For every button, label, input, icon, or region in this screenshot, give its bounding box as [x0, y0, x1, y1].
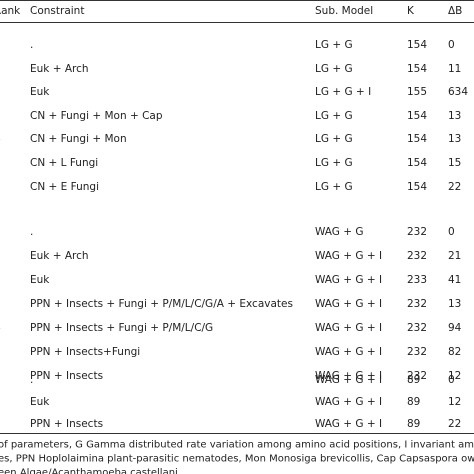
- rank-cell: 8: [0, 180, 1, 194]
- table-cell: PPN + Insects + Fungi + P/M/L/C/G: [30, 322, 214, 334]
- table-cell: 233: [407, 274, 428, 286]
- table-cell: 155: [407, 86, 428, 99]
- table-cell: 12: [448, 370, 462, 382]
- table-cell: 0: [448, 39, 455, 51]
- table-cell: CN + L Fungi: [30, 157, 99, 169]
- table-cell: Euk: [30, 86, 50, 99]
- table-cell: 13: [448, 109, 462, 122]
- table-cell: Euk + Arch: [30, 62, 89, 75]
- table-cell: 232: [407, 346, 428, 358]
- rank-cell: 3: [0, 395, 1, 409]
- rank-cell: 1: [0, 38, 1, 52]
- table-cell: PPN + Insects: [30, 370, 104, 382]
- table-cell: 12: [448, 396, 462, 408]
- table-cell: Euk: [30, 274, 50, 286]
- table-cell: WAG + G + I: [315, 298, 383, 310]
- header-cell: ΔB: [448, 5, 463, 17]
- rank-cell: 2: [0, 345, 1, 359]
- rank-cell: 1: [0, 373, 1, 387]
- table-cell: 41: [448, 274, 462, 286]
- rank-cell: 5: [0, 85, 1, 99]
- table-cell: 22: [448, 180, 462, 193]
- table-cell: 154: [407, 109, 428, 122]
- header-cell: Constraint: [30, 5, 85, 17]
- header-cell: K: [407, 5, 414, 17]
- table-cell: 89: [407, 396, 421, 408]
- table-cell: 154: [407, 39, 428, 51]
- table-cell: 13: [448, 298, 462, 310]
- rank-cell: 3: [0, 297, 1, 311]
- table-cell: WAG + G + I: [315, 274, 383, 286]
- table-cell: 0: [448, 226, 455, 238]
- table-cell: 232: [407, 250, 428, 262]
- table-cell: 22: [448, 418, 462, 430]
- table-cell: WAG + G + I: [315, 396, 383, 408]
- table-cell: WAG + G + I: [315, 250, 383, 262]
- table-cell: 94: [448, 322, 462, 334]
- table-cell: PPN + Insects: [30, 418, 104, 430]
- table-cell: LG + G: [315, 39, 353, 51]
- table-rule: [0, 433, 474, 434]
- table-cell: 0: [448, 374, 455, 386]
- table-cell: LG + G: [315, 109, 353, 122]
- table-cell: LG + G: [315, 133, 353, 146]
- rank-cell: 5: [0, 273, 1, 287]
- table-cell: .: [30, 374, 34, 386]
- rank-cell: 2: [0, 417, 1, 431]
- rank-cell: 2: [0, 369, 1, 383]
- rank-cell: 7: [0, 249, 1, 263]
- table-cell: Euk + Arch: [30, 250, 89, 262]
- table-cell: 89: [407, 418, 421, 430]
- table-cell: 82: [448, 346, 462, 358]
- footnote: es, PPN Hoplolaimina plant-parasitic nem…: [0, 453, 474, 465]
- table-cell: 634: [448, 86, 469, 99]
- table-cell: 13: [448, 133, 462, 146]
- table-cell: 89: [407, 374, 421, 386]
- table-cell: LG + G + I: [315, 86, 372, 99]
- table-cell: LG + G: [315, 180, 353, 193]
- table-rule: [0, 0, 474, 1]
- table-cell: CN + Fungi + Mon + Cap: [30, 109, 163, 122]
- table-cell: 232: [407, 298, 428, 310]
- table-cell: CN + Fungi + Mon: [30, 133, 127, 146]
- table-cell: 15: [448, 157, 462, 169]
- footnote: een Algae/Acanthamoeba castellani: [0, 467, 178, 474]
- header-cell: Sub. Model: [315, 5, 374, 17]
- table-cell: 21: [448, 250, 462, 262]
- table-cell: WAG + G + I: [315, 346, 383, 358]
- table-cell: LG + G: [315, 157, 353, 169]
- table-cell: WAG + G + I: [315, 370, 383, 382]
- table-cell: 154: [407, 62, 428, 75]
- table-cell: .: [30, 39, 34, 51]
- rank-cell: 4: [0, 321, 1, 335]
- table-cell: .: [30, 226, 34, 238]
- rank-cell: 4: [0, 132, 1, 146]
- table-cell: 154: [407, 157, 428, 169]
- table-cell: CN + E Fungi: [30, 180, 99, 193]
- table-cell: 154: [407, 133, 428, 146]
- table-cell: WAG + G + I: [315, 418, 383, 430]
- table-cell: WAG + G + I: [315, 322, 383, 334]
- table-cell: Euk: [30, 396, 50, 408]
- rank-cell: 3: [0, 62, 1, 76]
- header-cell: Rank: [0, 5, 21, 17]
- table-cell: 232: [407, 226, 428, 238]
- table-cell: WAG + G: [315, 226, 364, 238]
- table-cell: 232: [407, 370, 428, 382]
- table-cell: WAG + G + I: [315, 374, 383, 386]
- rank-cell: 6: [0, 156, 1, 170]
- table-cell: PPN + Insects+Fungi: [30, 346, 141, 358]
- footnote: of parameters, G Gamma distributed rate …: [0, 439, 474, 451]
- rank-cell: 7: [0, 109, 1, 123]
- table-cell: 11: [448, 62, 462, 75]
- rank-cell: 1: [0, 225, 1, 239]
- table-cell: LG + G: [315, 62, 353, 75]
- table-cell: 154: [407, 180, 428, 193]
- table-cell: PPN + Insects + Fungi + P/M/L/C/G/A + Ex…: [30, 298, 293, 310]
- table-cell: 232: [407, 322, 428, 334]
- table-rule: [0, 22, 474, 23]
